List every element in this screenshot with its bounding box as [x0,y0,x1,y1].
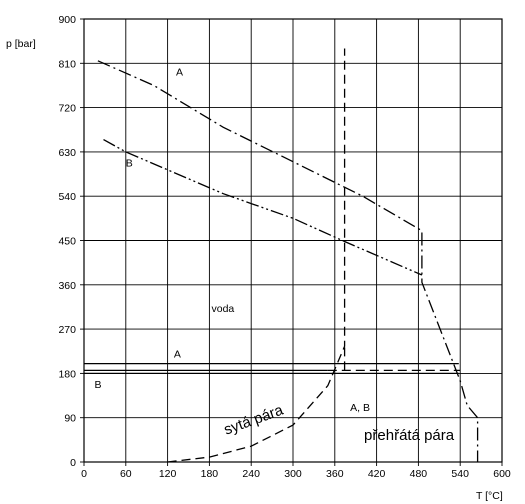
x-axis-label: T [°C] [476,490,503,502]
x-tick-label: 0 [81,468,87,480]
y-tick-label: 90 [64,413,76,425]
annotation-7: přehřátá pára [364,427,455,444]
grid-layer [83,18,503,463]
annotation-2: A [174,349,181,361]
x-tick-label: 480 [410,468,428,480]
annotation-5: voda [211,303,234,315]
tick-layer: 0 60 120 180 240 300 360 420 480 540 600 0 90 180 270 3… [58,14,510,480]
y-axis-label: p [bar] [6,38,36,50]
curve-a-dash-dot-0 [97,60,479,462]
curve-dashed-2 [167,48,346,463]
annotation-4: A, B [350,402,370,414]
y-tick-label: 450 [58,236,76,248]
x-tick-label: 540 [451,468,469,480]
x-tick-label: 240 [242,468,260,480]
y-tick-label: 180 [58,368,76,380]
curve-layer [84,48,479,463]
x-tick-label: 600 [493,468,511,480]
annotation-3: B [94,379,101,391]
y-tick-label: 360 [58,280,76,292]
y-tick-label: 0 [70,457,76,469]
y-tick-label: 810 [58,58,76,70]
y-tick-label: 270 [58,324,76,336]
x-tick-label: 60 [120,468,132,480]
x-tick-label: 180 [201,468,219,480]
annotation-0: A [176,67,183,79]
y-tick-label: 900 [58,14,76,26]
curve-b-dash-dot-dot-1 [103,139,423,276]
y-tick-label: 630 [58,147,76,159]
annotation-1: B [126,158,133,170]
y-tick-label: 720 [58,103,76,115]
x-tick-label: 120 [159,468,177,480]
x-tick-label: 420 [368,468,386,480]
y-tick-label: 540 [58,191,76,203]
x-tick-label: 300 [284,468,302,480]
x-tick-label: 360 [326,468,344,480]
